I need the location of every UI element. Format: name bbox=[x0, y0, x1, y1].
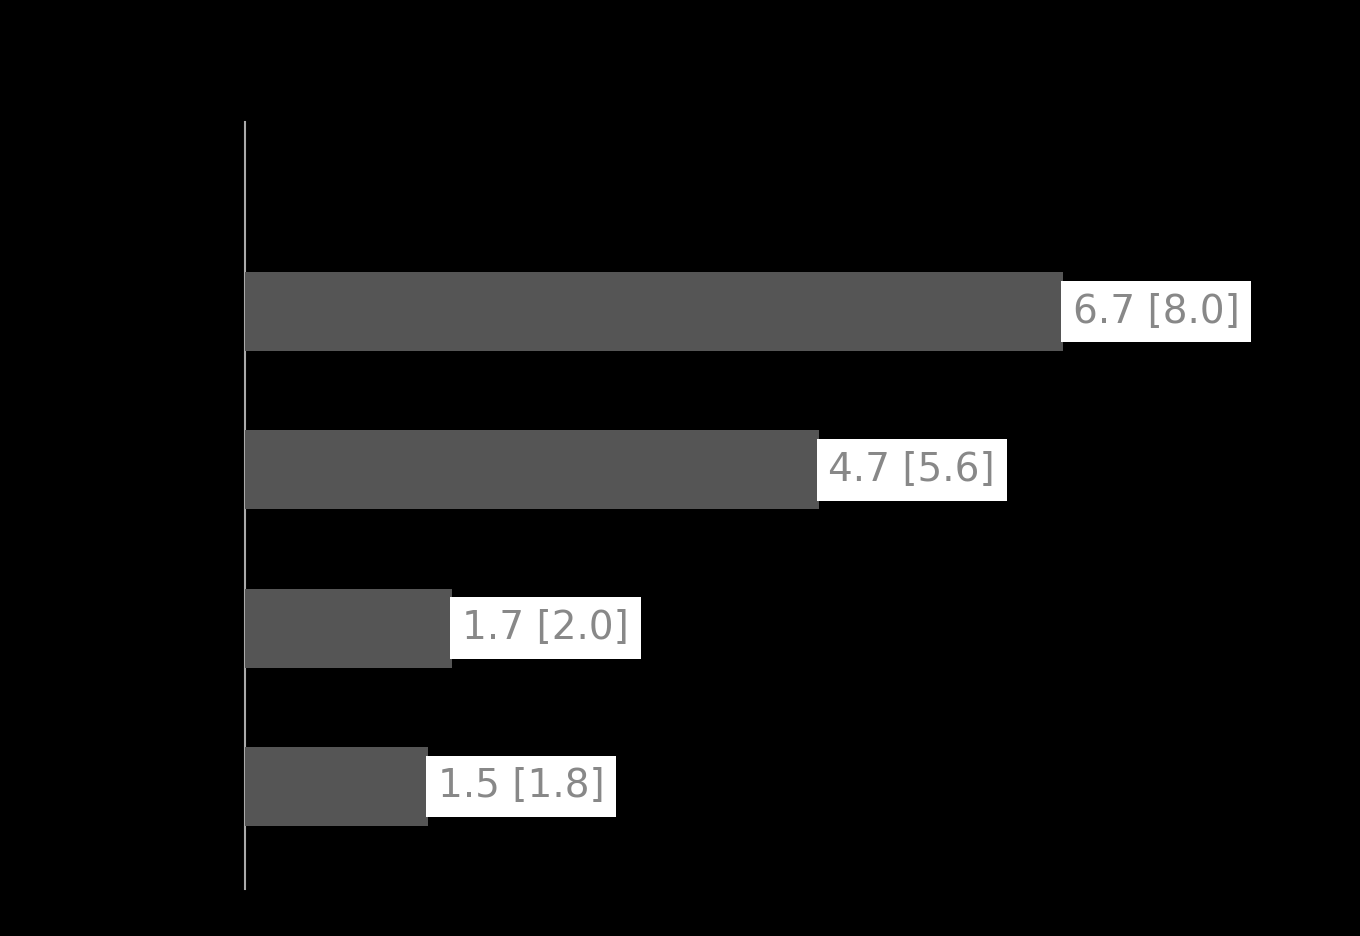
Bar bbox=[245, 431, 819, 509]
Text: 4.7 [5.6]: 4.7 [5.6] bbox=[828, 451, 996, 489]
Text: 1.7 [2.0]: 1.7 [2.0] bbox=[462, 609, 628, 647]
Bar bbox=[245, 747, 428, 826]
Bar bbox=[245, 589, 453, 667]
Bar bbox=[245, 272, 1062, 351]
Text: 6.7 [8.0]: 6.7 [8.0] bbox=[1073, 293, 1239, 330]
Text: 1.5 [1.8]: 1.5 [1.8] bbox=[438, 768, 604, 805]
